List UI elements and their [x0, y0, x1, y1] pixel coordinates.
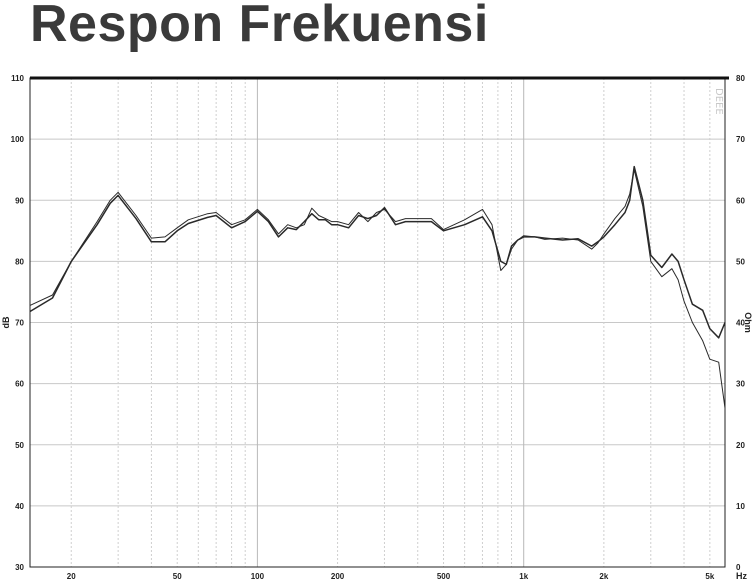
slide-title: Respon Frekuensi	[30, 0, 489, 53]
y-tick-label: 40	[15, 502, 24, 511]
y2-axis-label: Ohm	[743, 312, 753, 333]
x-tick-label: 100	[251, 572, 265, 581]
y2-tick-label: 80	[736, 74, 745, 83]
y-axis-label: dB	[1, 316, 11, 328]
y2-tick-label: 10	[736, 502, 745, 511]
y2-tick-label: 30	[736, 380, 745, 389]
y-tick-label: 60	[15, 380, 24, 389]
y-tick-label: 100	[11, 135, 25, 144]
series-line-1	[29, 165, 726, 339]
x-tick-label: 2k	[599, 572, 608, 581]
y-tick-label: 80	[15, 257, 24, 266]
y2-tick-label: 70	[736, 135, 745, 144]
y-tick-label: 110	[11, 74, 24, 83]
x-tick-label: 500	[437, 572, 451, 581]
x-tick-label: 200	[331, 572, 345, 581]
y2-tick-label: 0	[736, 563, 741, 572]
series-line-2	[29, 169, 726, 409]
x-axis-ticks: 20 50 100 200 500 1k 2k 5k	[67, 572, 715, 581]
y2-tick-label: 20	[736, 441, 745, 450]
y-tick-label: 70	[15, 319, 24, 328]
y2-tick-label: 40	[736, 319, 745, 328]
y2-tick-label: 60	[736, 196, 745, 205]
x-tick-label: 1k	[519, 572, 528, 581]
y-tick-label: 90	[15, 196, 24, 205]
x-axis-unit-label: Hz	[736, 571, 747, 581]
chart-series	[29, 165, 726, 409]
y-tick-label: 50	[15, 441, 24, 450]
x-tick-label: 5k	[705, 572, 714, 581]
y-tick-label: 30	[15, 563, 24, 572]
y-axis-ticks: 30 40 50 60 70 80 90 100 110	[11, 74, 25, 572]
watermark-text: DEEE	[713, 88, 724, 115]
x-tick-label: 50	[173, 572, 182, 581]
x-tick-label: 20	[67, 572, 76, 581]
y2-tick-label: 50	[736, 257, 745, 266]
chart-grid	[30, 77, 725, 568]
y2-axis-ticks: 0 10 20 30 40 50 60 70 80	[736, 74, 745, 572]
